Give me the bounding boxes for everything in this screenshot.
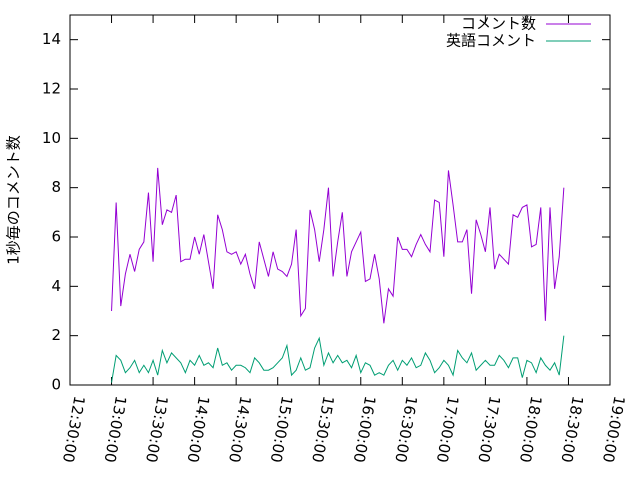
x-tick-label: 15:30:00	[308, 395, 337, 464]
x-tick-label: 14:00:00	[184, 395, 213, 464]
y-tick-label: 6	[51, 228, 61, 246]
y-axis-label: 1秒毎のコメント数	[5, 135, 23, 265]
x-tick-label: 17:00:00	[433, 395, 462, 464]
y-tick-label: 12	[42, 80, 61, 98]
y-tick-label: 0	[51, 376, 61, 394]
x-tick-label: 16:30:00	[391, 395, 420, 464]
x-tick-label: 12:30:00	[59, 395, 88, 464]
legend-label: コメント数	[461, 15, 536, 33]
x-tick-label: 19:00:00	[599, 395, 628, 464]
y-tick-label: 2	[51, 326, 61, 344]
x-tick-label: 13:30:00	[142, 395, 171, 464]
x-tick-label: 13:00:00	[100, 395, 129, 464]
series-line	[111, 335, 565, 383]
x-tick-label: 16:00:00	[350, 395, 379, 464]
y-tick-label: 10	[42, 129, 61, 147]
x-tick-label: 14:30:00	[225, 395, 254, 464]
plot-frame	[69, 14, 611, 386]
y-tick-label: 4	[51, 277, 61, 295]
y-tick-label: 14	[42, 30, 61, 48]
legend-label: 英語コメント	[446, 32, 536, 50]
x-tick-label: 18:30:00	[557, 395, 586, 464]
x-tick-label: 18:00:00	[516, 395, 545, 464]
y-tick-label: 8	[51, 178, 61, 196]
series-line	[111, 167, 565, 324]
x-tick-label: 15:00:00	[267, 395, 296, 464]
x-tick-label: 17:30:00	[474, 395, 503, 464]
